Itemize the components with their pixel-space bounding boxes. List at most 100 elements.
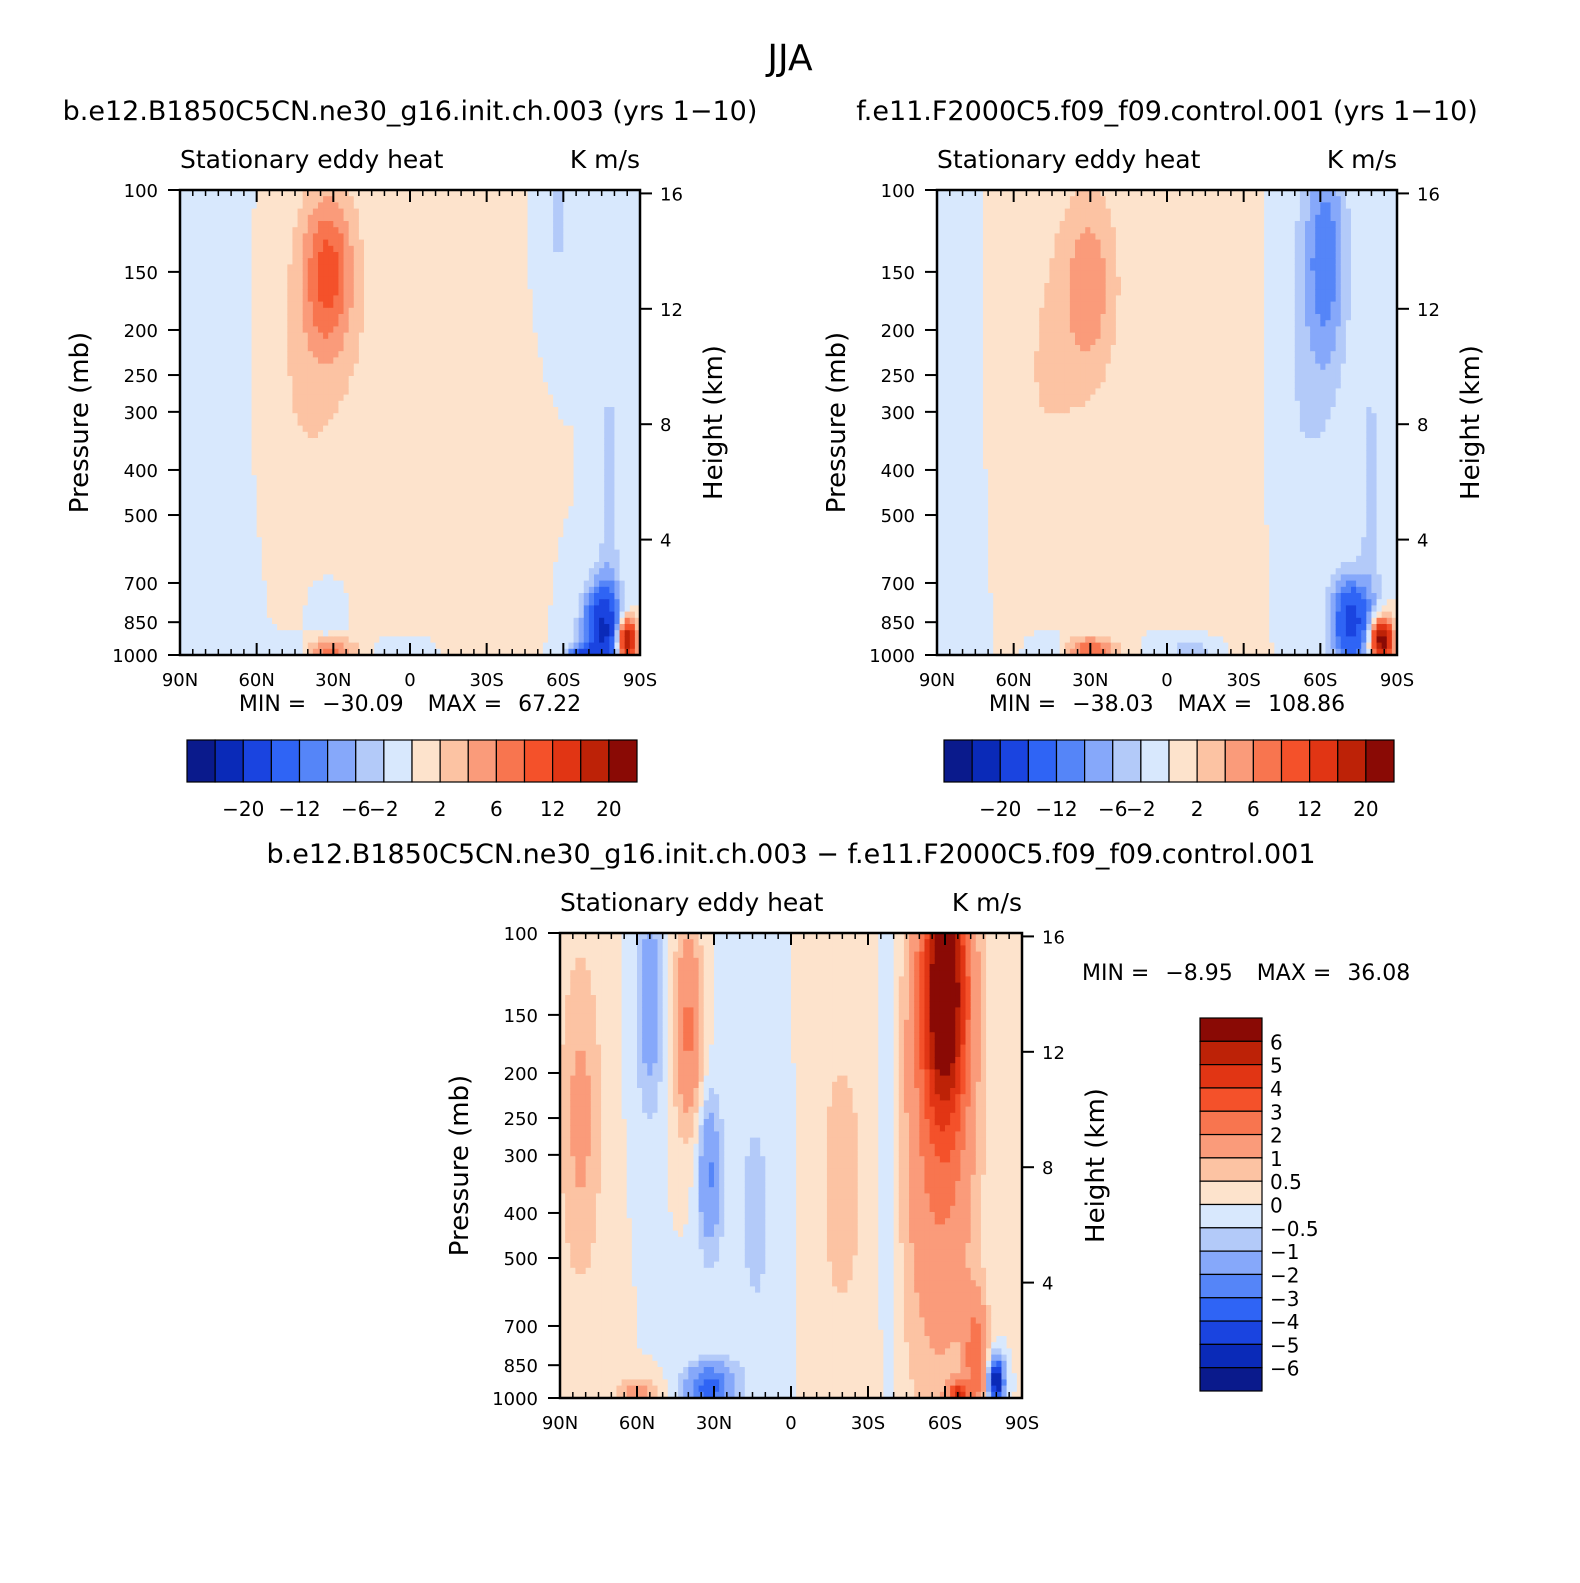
- field-cell: [481, 196, 488, 203]
- field-cell: [231, 351, 237, 358]
- field-cell: [420, 431, 426, 439]
- field-cell: [471, 481, 478, 489]
- field-cell: [461, 376, 467, 383]
- field-cell: [312, 258, 319, 265]
- field-cell: [190, 493, 196, 501]
- field-cell: [420, 252, 426, 259]
- field-cell: [323, 648, 329, 656]
- field-cell: [450, 196, 457, 203]
- field-cell: [471, 276, 478, 284]
- field-cell: [333, 648, 340, 656]
- field-cell: [272, 264, 278, 272]
- field-cell: [491, 227, 498, 234]
- field-cell: [287, 388, 294, 396]
- field-cell: [471, 351, 478, 358]
- field-cell: [415, 400, 421, 408]
- field-cell: [353, 270, 360, 278]
- field-cell: [425, 531, 432, 538]
- field-cell: [461, 555, 467, 563]
- field-cell: [312, 537, 319, 544]
- field-cell: [440, 487, 447, 495]
- field-cell: [231, 438, 237, 445]
- field-cell: [348, 264, 355, 272]
- field-cell: [215, 605, 222, 613]
- field-cell: [312, 332, 319, 340]
- field-cell: [435, 549, 442, 557]
- field-cell: [496, 531, 503, 538]
- field-cell: [318, 431, 324, 439]
- field-cell: [292, 345, 299, 352]
- field-cell: [353, 413, 360, 420]
- field-cell: [220, 506, 227, 513]
- field-cell: [231, 214, 237, 222]
- field-cell: [486, 221, 493, 228]
- field-cell: [404, 283, 411, 290]
- field-cell: [404, 506, 411, 513]
- field-cell: [312, 196, 319, 203]
- field-cell: [435, 642, 442, 650]
- field-cell: [507, 531, 513, 538]
- field-cell: [328, 574, 334, 582]
- field-cell: [440, 580, 447, 588]
- field-cell: [251, 351, 258, 358]
- field-cell: [353, 624, 360, 631]
- field-cell: [282, 642, 288, 650]
- field-cell: [277, 351, 283, 358]
- field-cell: [215, 239, 222, 247]
- field-cell: [226, 599, 232, 606]
- field-cell: [364, 531, 370, 538]
- field-cell: [200, 270, 207, 278]
- field-cell: [241, 611, 248, 619]
- field-cell: [272, 493, 278, 501]
- field-cell: [410, 400, 416, 408]
- field-cell: [507, 642, 513, 650]
- field-cell: [190, 481, 196, 489]
- field-cell: [450, 419, 457, 427]
- field-cell: [517, 289, 524, 296]
- field-cell: [435, 419, 442, 427]
- field-cell: [343, 549, 350, 557]
- field-cell: [200, 438, 207, 445]
- field-cell: [195, 283, 202, 290]
- field-cell: [496, 338, 503, 346]
- field-cell: [323, 227, 329, 234]
- field-cell: [445, 438, 452, 445]
- field-cell: [476, 475, 483, 482]
- field-cell: [226, 469, 232, 476]
- field-cell: [491, 481, 498, 489]
- field-cell: [461, 431, 467, 439]
- field-cell: [445, 586, 452, 594]
- field-cell: [256, 270, 263, 278]
- field-cell: [507, 345, 513, 352]
- field-cell: [261, 624, 268, 631]
- field-cell: [466, 314, 472, 321]
- field-cell: [476, 549, 483, 557]
- field-cell: [481, 314, 488, 321]
- field-cell: [297, 196, 304, 203]
- field-cell: [374, 190, 380, 197]
- field-cell: [512, 258, 518, 265]
- field-cell: [491, 438, 498, 445]
- field-cell: [404, 221, 411, 228]
- field-cell: [297, 506, 304, 513]
- field-cell: [312, 574, 319, 582]
- field-cell: [241, 394, 248, 402]
- field-cell: [256, 481, 263, 489]
- field-cell: [215, 307, 222, 315]
- field-cell: [226, 568, 232, 575]
- field-cell: [231, 376, 237, 383]
- field-cell: [297, 431, 304, 439]
- field-cell: [205, 307, 212, 315]
- field-cell: [394, 208, 401, 216]
- field-cell: [384, 407, 391, 414]
- field-cell: [358, 580, 365, 588]
- field-cell: [180, 462, 186, 470]
- field-cell: [502, 382, 508, 389]
- field-cell: [430, 382, 437, 389]
- field-cell: [302, 611, 309, 619]
- field-cell: [251, 245, 258, 253]
- field-cell: [180, 221, 186, 228]
- field-cell: [456, 376, 462, 383]
- field-cell: [195, 289, 202, 296]
- field-cell: [496, 295, 503, 303]
